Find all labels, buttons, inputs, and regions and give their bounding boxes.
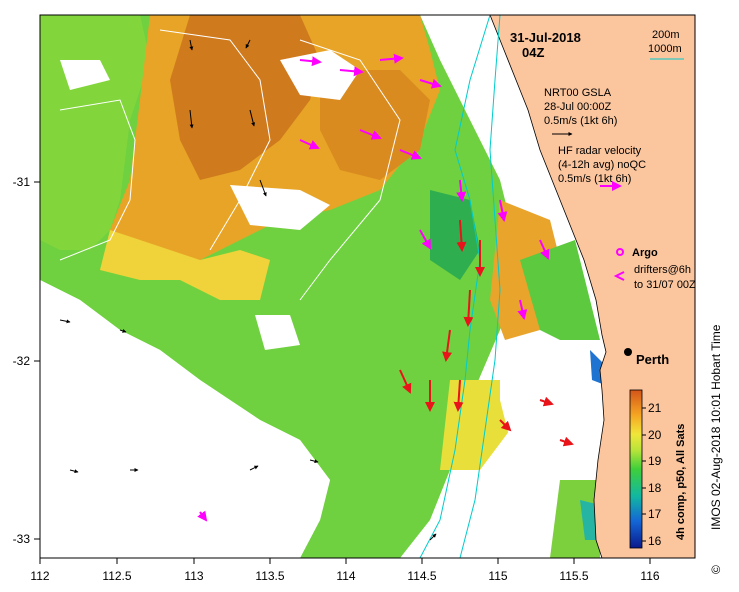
hf-radar-title: HF radar velocity [558, 145, 642, 157]
argo-label: Argo [632, 247, 658, 259]
gsla-scale: 0.5m/s (1kt 6h) [544, 115, 617, 127]
perth-label: Perth [636, 352, 669, 367]
colorbar-ticks [642, 407, 646, 542]
colorbar-tick-label: 16 [648, 534, 662, 548]
colorbar [629, 389, 643, 549]
y-tick-label: -31 [13, 175, 31, 189]
gsla-title: NRT00 GSLA [544, 87, 612, 99]
colorbar-tick-label: 17 [648, 507, 662, 521]
contour-legend-1000m: 1000m [648, 43, 682, 55]
x-tick-label: 113 [184, 569, 203, 583]
gsla-date: 28-Jul 00:00Z [544, 101, 612, 113]
y-tick-label: -33 [13, 532, 31, 546]
x-tick-label: 113.5 [255, 569, 284, 583]
x-tick-label: 114 [336, 569, 355, 583]
y-axis [34, 181, 40, 540]
hf-radar-vectors [197, 53, 550, 522]
hf-radar-scale: 0.5m/s (1kt 6h) [558, 173, 631, 185]
copyright-icon: © [709, 565, 723, 574]
colorbar-label: 4h comp, p50, All Sats [675, 424, 687, 540]
bathymetry-contours [59, 15, 501, 558]
contour-legend-200m: 200m [652, 29, 680, 41]
argo-marker-icon [616, 248, 624, 256]
map-time: 04Z [522, 45, 544, 60]
credit-text: IMOS 02-Aug-2018 10:01 Hobart Time [709, 324, 723, 530]
x-tick-label: 112.5 [102, 569, 131, 583]
x-tick-label: 115.5 [559, 569, 588, 583]
x-tick-label: 115 [488, 569, 507, 583]
current-vectors [399, 219, 574, 447]
drifters-date: to 31/07 00Z [634, 279, 696, 291]
colorbar-tick-label: 21 [648, 401, 662, 415]
drifters-label: drifters@6h [634, 264, 691, 276]
drifter-marker-icon [613, 271, 625, 281]
plot-frame [39, 14, 696, 559]
colorbar-tick-label: 20 [648, 428, 662, 442]
gsla-vectors [59, 39, 437, 541]
x-axis [39, 558, 651, 564]
x-tick-label: 112 [30, 569, 49, 583]
colorbar-tick-label: 18 [648, 481, 662, 495]
colorbar-tick-label: 19 [648, 454, 662, 468]
x-tick-label: 114.5 [407, 569, 436, 583]
y-tick-label: -32 [13, 354, 31, 368]
map-date: 31-Jul-2018 [510, 30, 581, 45]
x-tick-label: 116 [640, 569, 659, 583]
hf-radar-subtitle: (4-12h avg) noQC [558, 159, 646, 171]
perth-marker-icon [624, 348, 632, 356]
